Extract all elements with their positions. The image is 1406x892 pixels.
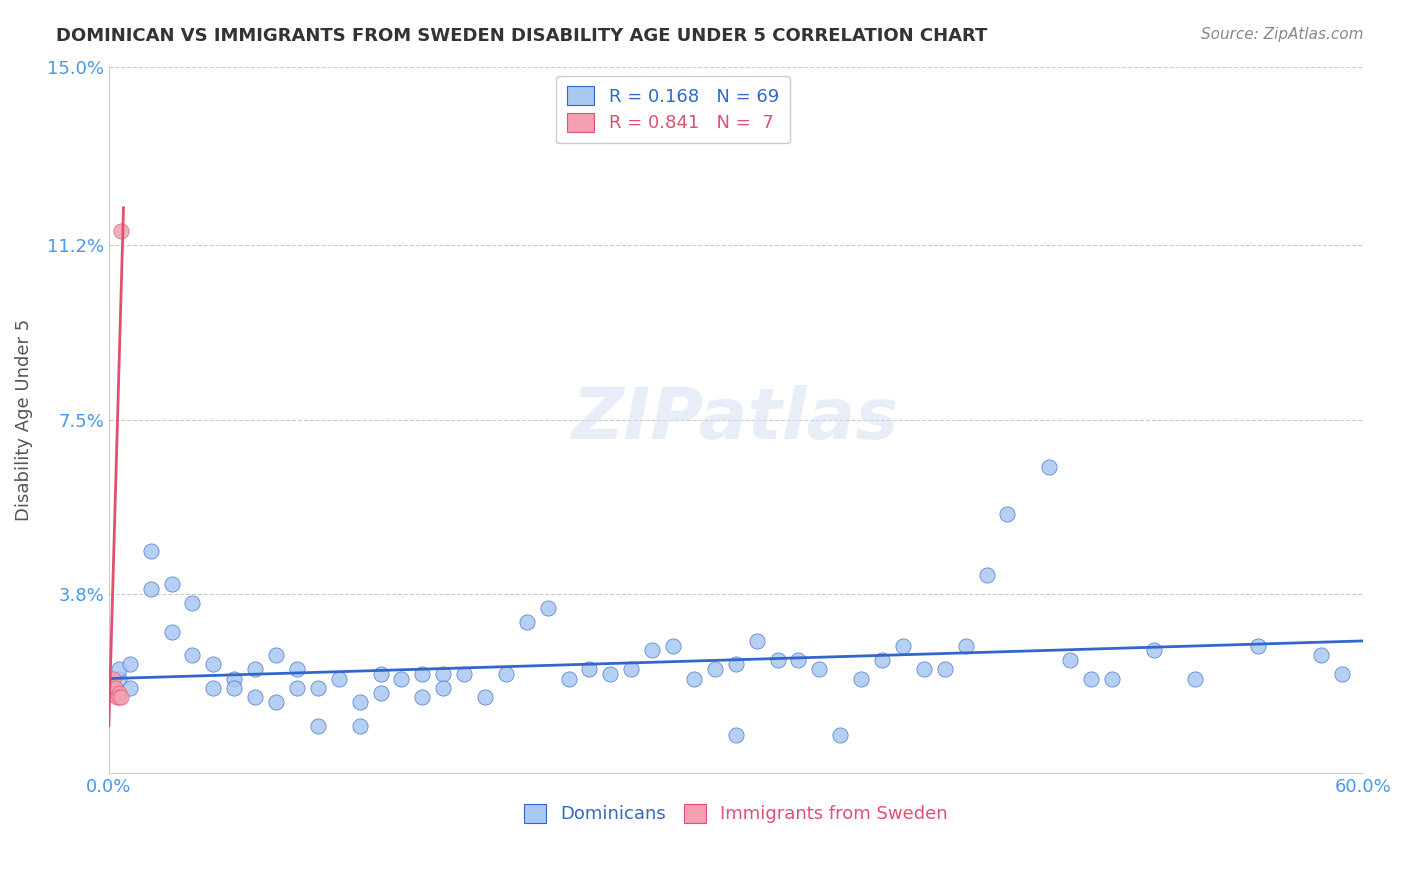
Point: [110, 690, 132, 705]
Text: DOMINICAN VS IMMIGRANTS FROM SWEDEN DISABILITY AGE UNDER 5 CORRELATION CHART: DOMINICAN VS IMMIGRANTS FROM SWEDEN DISA…: [56, 27, 987, 45]
Point: [224, 672, 246, 686]
Point: [110, 224, 132, 238]
Point: [285, 662, 308, 676]
Point: [104, 681, 127, 695]
Point: [578, 662, 600, 676]
Point: [955, 639, 977, 653]
Point: [912, 662, 935, 676]
Point: [370, 666, 392, 681]
Point: [1184, 672, 1206, 686]
Point: [557, 672, 579, 686]
Point: [349, 695, 371, 709]
Point: [432, 666, 454, 681]
Point: [108, 662, 131, 676]
Point: [1330, 666, 1353, 681]
Point: [745, 634, 768, 648]
Point: [202, 681, 225, 695]
Point: [202, 657, 225, 672]
Point: [766, 653, 789, 667]
Point: [1080, 672, 1102, 686]
Point: [620, 662, 643, 676]
Point: [349, 719, 371, 733]
Point: [787, 653, 810, 667]
Point: [118, 681, 141, 695]
Point: [264, 695, 287, 709]
Point: [411, 666, 433, 681]
Point: [808, 662, 831, 676]
Point: [181, 648, 204, 662]
Point: [599, 666, 621, 681]
Point: [976, 568, 998, 582]
Y-axis label: Disability Age Under 5: Disability Age Under 5: [15, 318, 32, 521]
Point: [1143, 643, 1166, 657]
Point: [307, 719, 329, 733]
Point: [391, 672, 413, 686]
Point: [243, 690, 266, 705]
Point: [139, 582, 162, 596]
Legend: Dominicans, Immigrants from Sweden: Dominicans, Immigrants from Sweden: [513, 793, 959, 834]
Point: [830, 728, 852, 742]
Point: [160, 624, 183, 639]
Point: [995, 507, 1018, 521]
Point: [1101, 672, 1123, 686]
Point: [662, 639, 685, 653]
Point: [105, 690, 128, 705]
Point: [264, 648, 287, 662]
Point: [495, 666, 517, 681]
Point: [370, 686, 392, 700]
Point: [474, 690, 496, 705]
Point: [160, 577, 183, 591]
Point: [101, 672, 124, 686]
Point: [285, 681, 308, 695]
Point: [537, 601, 560, 615]
Point: [108, 672, 131, 686]
Point: [108, 690, 131, 705]
Point: [683, 672, 706, 686]
Point: [891, 639, 914, 653]
Point: [432, 681, 454, 695]
Point: [108, 686, 131, 700]
Point: [453, 666, 475, 681]
Point: [703, 662, 725, 676]
Text: ZIPatlas: ZIPatlas: [572, 385, 900, 454]
Point: [118, 657, 141, 672]
Point: [139, 544, 162, 558]
Point: [1038, 459, 1060, 474]
Point: [641, 643, 664, 657]
Point: [411, 690, 433, 705]
Point: [307, 681, 329, 695]
Point: [1247, 639, 1270, 653]
Text: Source: ZipAtlas.com: Source: ZipAtlas.com: [1201, 27, 1364, 42]
Point: [328, 672, 350, 686]
Point: [1059, 653, 1081, 667]
Point: [516, 615, 538, 629]
Point: [724, 728, 747, 742]
Point: [1309, 648, 1331, 662]
Point: [870, 653, 893, 667]
Point: [181, 596, 204, 610]
Point: [243, 662, 266, 676]
Point: [224, 681, 246, 695]
Point: [724, 657, 747, 672]
Point: [849, 672, 872, 686]
Point: [934, 662, 956, 676]
